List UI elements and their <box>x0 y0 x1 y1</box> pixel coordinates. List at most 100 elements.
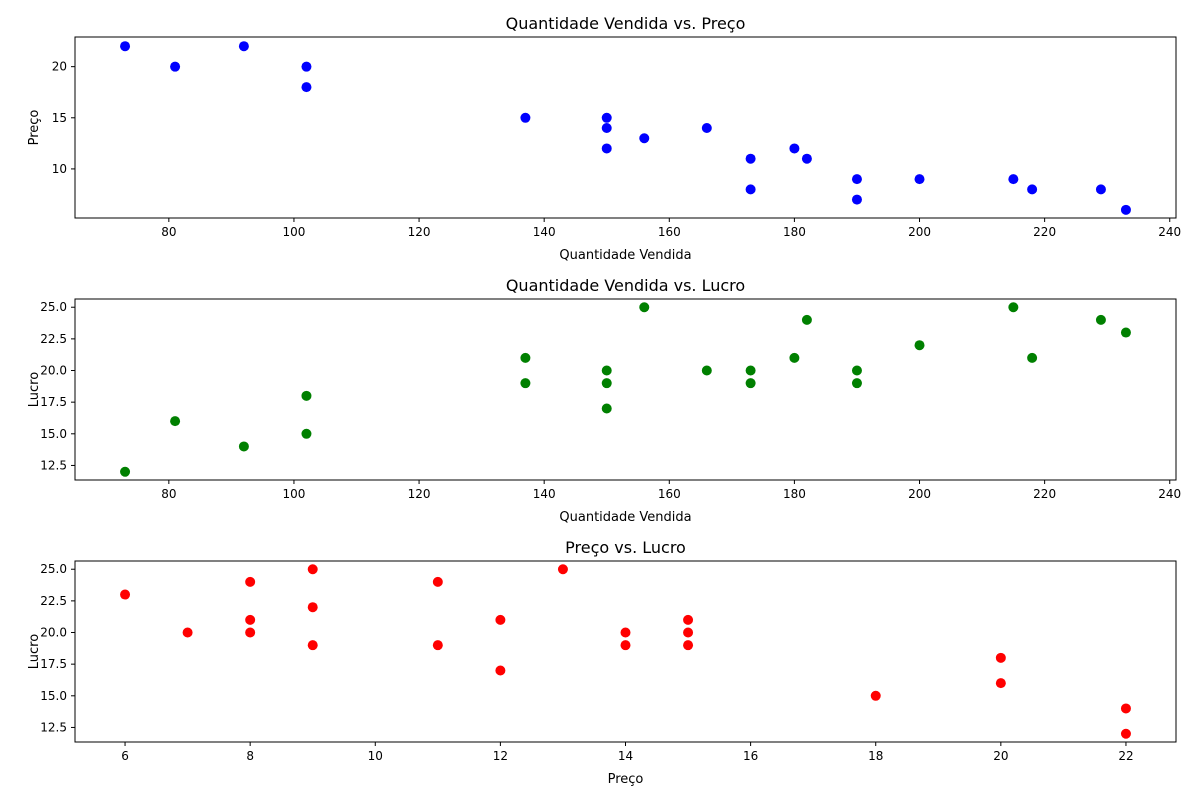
data-point <box>245 614 256 625</box>
data-point <box>120 589 131 600</box>
data-point <box>701 123 712 134</box>
data-point <box>851 174 862 185</box>
data-point <box>683 627 694 638</box>
data-point <box>245 576 256 587</box>
data-point <box>745 184 756 195</box>
x-axis: 80 100 120 140 160 180 200 220 240 <box>161 480 1181 501</box>
data-point <box>601 365 612 376</box>
y-tick-label: 20.0 <box>40 364 67 378</box>
data-points <box>120 564 1131 739</box>
data-point <box>301 390 312 401</box>
data-point <box>914 340 925 351</box>
data-point <box>601 143 612 154</box>
x-tick-label: 220 <box>1033 487 1056 501</box>
data-point <box>238 441 249 452</box>
data-point <box>301 82 312 93</box>
x-axis: 6 8 10 12 14 16 18 20 22 <box>121 742 1134 763</box>
x-axis: 80 100 120 140 160 180 200 220 240 <box>161 218 1181 239</box>
data-point <box>1120 728 1131 739</box>
data-point <box>301 61 312 72</box>
data-point <box>1008 302 1019 313</box>
x-tick-label: 240 <box>1158 487 1181 501</box>
x-tick-label: 6 <box>121 749 129 763</box>
y-tick-label: 10 <box>52 162 67 176</box>
x-tick-label: 80 <box>161 487 176 501</box>
data-point <box>1120 204 1131 215</box>
data-point <box>995 678 1006 689</box>
data-point <box>1120 703 1131 714</box>
data-point <box>745 378 756 389</box>
x-tick-label: 10 <box>368 749 383 763</box>
x-tick-label: 160 <box>658 225 681 239</box>
data-point <box>520 352 531 363</box>
y-axis: 12.5 15.0 17.5 20.0 22.5 25.0 <box>40 562 75 734</box>
data-point <box>557 564 568 575</box>
x-tick-label: 18 <box>868 749 883 763</box>
data-point <box>495 665 506 676</box>
y-tick-label: 12.5 <box>40 720 67 734</box>
data-point <box>170 61 181 72</box>
x-tick-label: 100 <box>282 225 305 239</box>
data-point <box>182 627 193 638</box>
chart-title: Quantidade Vendida vs. Preço <box>506 14 746 33</box>
x-tick-label: 200 <box>908 487 931 501</box>
y-tick-label: 17.5 <box>40 395 67 409</box>
data-point <box>1120 327 1131 338</box>
data-point <box>995 652 1006 663</box>
chart-title: Preço vs. Lucro <box>565 538 686 557</box>
chart-1: 80 100 120 140 160 180 200 220 240 10 15 20 Quantida… <box>27 14 1181 263</box>
data-point <box>601 378 612 389</box>
x-tick-label: 120 <box>408 225 431 239</box>
data-point <box>307 564 318 575</box>
data-point <box>1095 314 1106 325</box>
x-tick-label: 140 <box>533 225 556 239</box>
data-point <box>432 576 443 587</box>
x-tick-label: 8 <box>246 749 254 763</box>
x-axis-label: Quantidade Vendida <box>559 510 691 525</box>
data-point <box>601 123 612 134</box>
axes-frame <box>74 560 1177 743</box>
data-points <box>120 41 1131 215</box>
y-tick-label: 17.5 <box>40 657 67 671</box>
x-axis-label: Preço <box>608 772 644 787</box>
data-point <box>639 302 650 313</box>
x-tick-label: 100 <box>282 487 305 501</box>
data-point <box>801 153 812 164</box>
x-tick-label: 12 <box>493 749 508 763</box>
data-point <box>520 112 531 123</box>
y-tick-label: 20 <box>52 60 67 74</box>
y-tick-label: 22.5 <box>40 332 67 346</box>
data-point <box>301 428 312 439</box>
x-tick-label: 120 <box>408 487 431 501</box>
x-tick-label: 180 <box>783 487 806 501</box>
data-point <box>701 365 712 376</box>
data-point <box>851 365 862 376</box>
y-axis-label: Lucro <box>27 634 42 669</box>
y-tick-label: 15 <box>52 111 67 125</box>
data-point <box>683 614 694 625</box>
y-tick-label: 20.0 <box>40 626 67 640</box>
data-point <box>789 352 800 363</box>
x-tick-label: 20 <box>993 749 1008 763</box>
x-tick-label: 180 <box>783 225 806 239</box>
data-point <box>1027 184 1038 195</box>
x-tick-label: 22 <box>1118 749 1133 763</box>
data-point <box>601 403 612 414</box>
axes-frame <box>74 36 1177 219</box>
x-tick-label: 160 <box>658 487 681 501</box>
data-point <box>851 194 862 205</box>
y-axis-label: Preço <box>27 110 42 146</box>
data-point <box>789 143 800 154</box>
data-point <box>620 627 631 638</box>
x-tick-label: 14 <box>618 749 633 763</box>
x-tick-label: 200 <box>908 225 931 239</box>
data-point <box>601 112 612 123</box>
y-tick-label: 25.0 <box>40 300 67 314</box>
chart-title: Quantidade Vendida vs. Lucro <box>506 276 745 295</box>
data-point <box>1095 184 1106 195</box>
data-point <box>851 378 862 389</box>
data-point <box>1027 352 1038 363</box>
data-point <box>870 690 881 701</box>
data-point <box>745 153 756 164</box>
